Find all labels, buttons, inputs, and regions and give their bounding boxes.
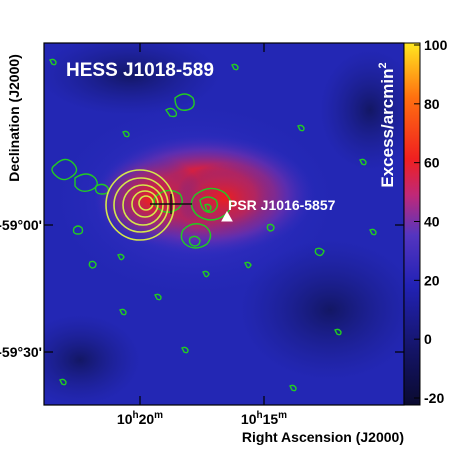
x-tick-label: 10h20m <box>117 410 163 427</box>
colorbar-tick-label: 40 <box>424 214 440 230</box>
y-tick-label: -59°00' <box>0 217 42 233</box>
colorbar-ticks: -20 0 20 40 60 80 100 <box>414 37 448 406</box>
colorbar-tick-label: 20 <box>424 272 440 288</box>
pulsar-marker <box>221 210 233 222</box>
x-tick-label: 10h15m <box>241 410 287 427</box>
colorbar-tick-label: 0 <box>424 331 432 347</box>
y-axis-title: Declination (J2000) <box>6 54 22 182</box>
pulsar-label: PSR J1016-5857 <box>228 197 336 213</box>
frame-ticks <box>44 43 404 405</box>
colorbar-tick-label: -20 <box>424 390 444 406</box>
yellow-contours <box>105 169 175 241</box>
green-contours <box>49 58 377 392</box>
sky-map-image <box>44 43 404 405</box>
best-fit-cross <box>150 194 192 214</box>
colorbar-title: Excess/arcmin2 <box>377 62 397 187</box>
colorbar-tick-label: 60 <box>424 155 440 171</box>
colorbar-tick-label: 100 <box>424 37 448 53</box>
colorbar <box>404 43 420 405</box>
x-axis-title: Right Ascension (J2000) <box>242 429 404 445</box>
colorbar-tick-label: 80 <box>424 96 440 112</box>
chart-title: HESS J1018-589 <box>66 60 214 81</box>
y-tick-label: -59°30' <box>0 344 42 360</box>
